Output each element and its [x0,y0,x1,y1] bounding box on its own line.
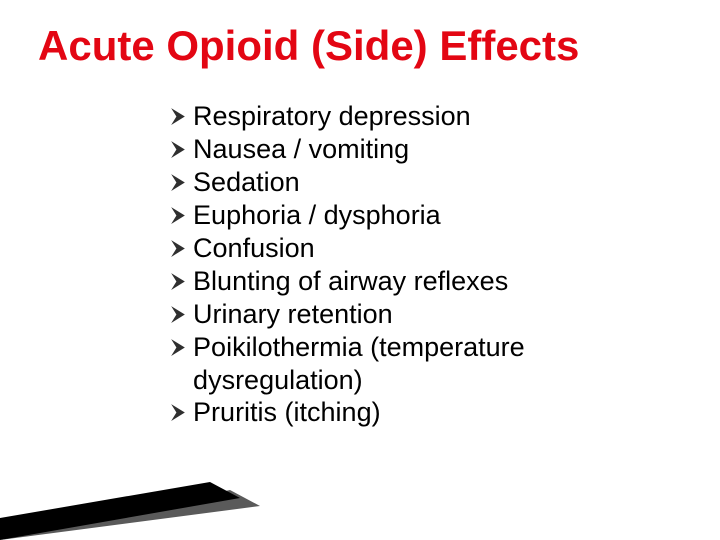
list-item-text: Pruritis (itching) [193,396,381,429]
list-item-text: Respiratory depression [193,100,471,133]
chevron-right-icon [168,106,189,127]
list-item-text: Nausea / vomiting [193,133,409,166]
list-item: Nausea / vomiting [168,133,608,166]
chevron-right-icon [168,172,189,193]
list-item-text: Euphoria / dysphoria [193,199,441,232]
list-item-text: Blunting of airway reflexes [193,265,508,298]
list-item: Respiratory depression [168,100,608,133]
list-item-text: Sedation [193,166,300,199]
chevron-right-icon [168,238,189,259]
list-item-text: Urinary retention [193,298,393,331]
list-item: Sedation [168,166,608,199]
list-item: Blunting of airway reflexes [168,265,608,298]
chevron-right-icon [168,402,189,423]
chevron-right-icon [168,205,189,226]
list-item: Urinary retention [168,298,608,331]
list-item: Confusion [168,232,608,265]
list-item: Pruritis (itching) [168,396,608,429]
list-item: Poikilothermia (temperature dysregulatio… [168,331,608,397]
list-item-text: Confusion [193,232,315,265]
corner-decoration [0,470,280,540]
chevron-right-icon [168,337,189,358]
list-item-text: Poikilothermia (temperature dysregulatio… [193,331,608,397]
chevron-right-icon [168,271,189,292]
chevron-right-icon [168,139,189,160]
effects-list: Respiratory depression Nausea / vomiting… [168,100,608,429]
slide-title: Acute Opioid (Side) Effects [38,24,700,68]
chevron-right-icon [168,304,189,325]
list-item: Euphoria / dysphoria [168,199,608,232]
